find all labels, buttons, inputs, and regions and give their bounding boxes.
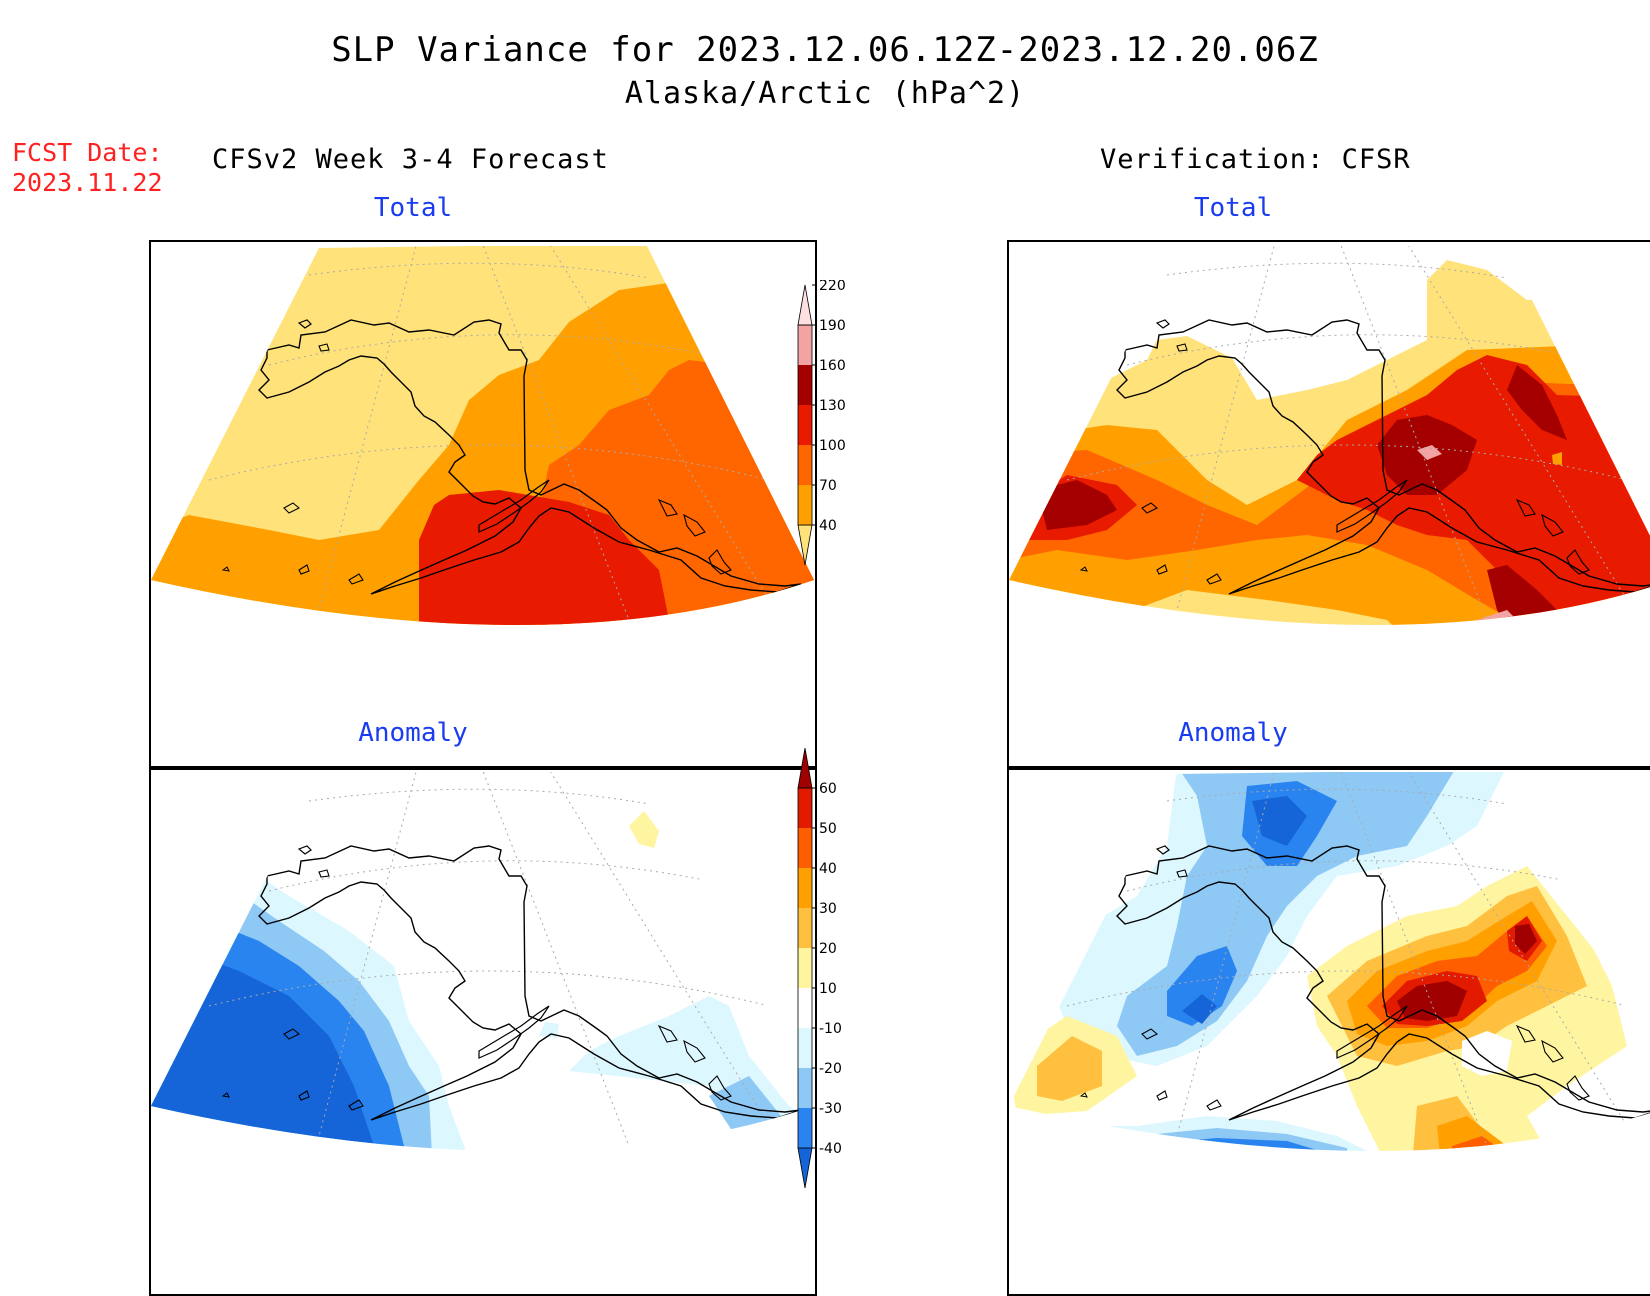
forecast-total-map (149, 240, 817, 770)
contour-160-190-west (1037, 480, 1117, 530)
contour-below-neg40 (151, 956, 394, 1151)
fcst-date-label: FCST Date: (12, 138, 163, 167)
panel-title-forecast-anomaly: Anomaly (358, 718, 468, 748)
contour-130-160 (419, 490, 669, 625)
anomaly-colorbar-swatch-9 (798, 788, 812, 828)
anomaly-colorbar-swatch-8 (798, 828, 812, 868)
panel-title-verification-anomaly: Anomaly (1178, 718, 1288, 748)
contour-above-60-northeast (1515, 924, 1537, 954)
contour-neg20-neg30-south (1017, 1128, 1357, 1151)
anomaly-colorbar-outline (797, 787, 813, 1149)
anomaly-colorbar-label-0: -40 (819, 1141, 842, 1157)
total-colorbar-swatch-5 (798, 325, 812, 365)
map-frame (149, 240, 817, 770)
verification-anomaly-map (1007, 766, 1650, 1296)
total-colorbar-label-2: 100 (819, 438, 846, 454)
total-colorbar-label-0: 40 (819, 518, 837, 534)
total-colorbar-label-3: 130 (819, 398, 846, 414)
contour-40-50-south (1452, 1136, 1522, 1151)
total-colorbar-label-6: 220 (819, 280, 846, 294)
contour-neg10-neg20-east (569, 996, 814, 1151)
panel-title-forecast-total: Total (373, 193, 453, 223)
total-colorbar-label-5: 190 (819, 318, 846, 334)
anomaly-colorbar-swatch-3 (798, 1028, 812, 1068)
anomaly-colorbar-label-1: -30 (819, 1101, 842, 1117)
anomaly-colorbar-label-9: 60 (819, 781, 837, 797)
anomaly-colorbar-swatch-7 (798, 868, 812, 908)
anomaly-colorbar-label-8: 50 (819, 821, 837, 837)
contour-near-zero-spot (1462, 1031, 1512, 1076)
verification-heading: Verification: CFSR (1100, 144, 1411, 175)
contour-20-30-west (1037, 1036, 1102, 1101)
contour-below-neg40-center (1182, 994, 1217, 1024)
contour-190-220-center (1417, 445, 1442, 460)
anomaly-colorbar-label-3: -10 (819, 1021, 842, 1037)
total-colorbar-swatch-1 (798, 485, 812, 525)
total-colorbar-swatch-2 (798, 445, 812, 485)
verification-total-map (1007, 240, 1650, 770)
anomaly-colorbar-label-7: 40 (819, 861, 837, 877)
panel-title-verification-total: Total (1193, 193, 1273, 223)
anomaly-colorbar-swatch-5 (798, 948, 812, 988)
contour-10-20 (629, 811, 659, 848)
map-frame (1007, 240, 1650, 770)
total-colorbar-swatch-3 (798, 405, 812, 445)
total-colorbar-label-1: 70 (819, 478, 837, 494)
total-colorbar-swatch-6 (797, 284, 813, 326)
contour-160-190-northeast (1507, 365, 1567, 440)
contour-70-100-spot (1552, 452, 1562, 465)
contour-above-60-center (1397, 981, 1467, 1021)
forecast-anomaly-field (151, 772, 814, 1151)
contour-50-60-south (1462, 1151, 1512, 1224)
anomaly-colorbar-swatch-1 (798, 1108, 812, 1148)
contour-neg30-neg40-center (1167, 946, 1237, 1026)
contour-190-220-south (1477, 610, 1547, 625)
verification-total-field (1009, 246, 1650, 625)
anomaly-colorbar-swatch-6 (798, 908, 812, 948)
contour-below-neg40-north (1252, 796, 1307, 846)
total-colorbar-swatch-0 (797, 524, 813, 566)
anomaly-colorbar-label-2: -20 (819, 1061, 842, 1077)
forecast-anomaly-map (149, 766, 817, 1296)
forecast-total-field (151, 246, 814, 625)
contour-above-60-south (1469, 1166, 1507, 1216)
total-colorbar-label-4: 160 (819, 358, 846, 374)
chart-title: SLP Variance for 2023.12.06.12Z-2023.12.… (331, 30, 1319, 70)
anomaly-colorbar: -40 -30 -20 -10 10 20 30 40 50 60 (797, 748, 842, 1189)
anomaly-colorbar-swatch-10 (797, 748, 813, 789)
total-colorbar-outline (797, 324, 813, 526)
total-colorbar: 40 70 100 130 160 190 220 (797, 280, 846, 566)
verification-anomaly-field (1009, 772, 1650, 1224)
anomaly-colorbar-label-4: 10 (819, 981, 837, 997)
chart-subtitle: Alaska/Arctic (hPa^2) (624, 76, 1026, 111)
forecast-heading: CFSv2 Week 3-4 Forecast (212, 144, 609, 175)
total-colorbar-swatch-4 (798, 365, 812, 405)
anomaly-colorbar-label-6: 30 (819, 901, 837, 917)
fcst-date-value: 2023.11.22 (12, 168, 163, 197)
anomaly-colorbar-swatch-4 (798, 988, 812, 1028)
anomaly-colorbar-swatch-2 (798, 1068, 812, 1108)
contour-neg30-neg40-south (1022, 1138, 1337, 1151)
anomaly-colorbar-swatch-0 (797, 1147, 813, 1189)
anomaly-colorbar-label-5: 20 (819, 941, 837, 957)
